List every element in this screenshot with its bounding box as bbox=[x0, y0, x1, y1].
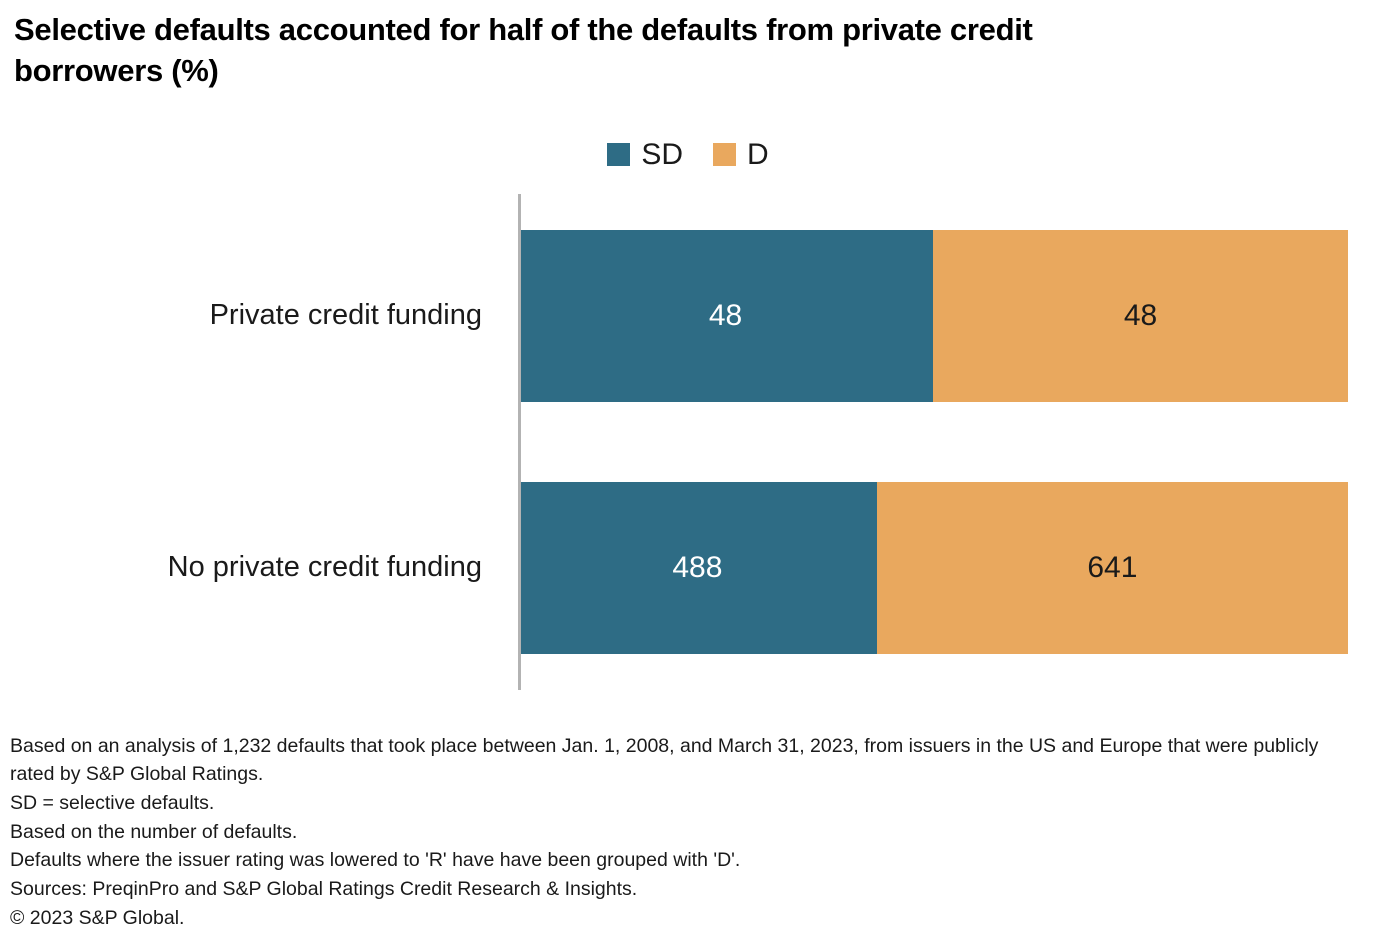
legend: SD D bbox=[0, 138, 1376, 172]
legend-item-sd: SD bbox=[607, 138, 683, 172]
footnote-r-rating: Defaults where the issuer rating was low… bbox=[10, 849, 741, 872]
legend-swatch-d bbox=[713, 143, 736, 167]
bar-segment-d: 48 bbox=[933, 229, 1348, 402]
footnotes: Based on an analysis of 1,232 defaults t… bbox=[10, 732, 1350, 933]
category-label: No private credit funding bbox=[167, 551, 482, 584]
legend-swatch-sd bbox=[607, 143, 631, 167]
chart-title: Selective defaults accounted for half of… bbox=[14, 12, 1033, 88]
stacked-bar: 48 48 bbox=[518, 229, 1348, 402]
footnote-analysis: Based on an analysis of 1,232 defaults t… bbox=[10, 734, 1319, 786]
footnote-copyright: © 2023 S&P Global. bbox=[10, 906, 185, 929]
legend-item-d: D bbox=[713, 138, 769, 172]
legend-label-d: D bbox=[747, 137, 769, 171]
category-label: Private credit funding bbox=[209, 299, 482, 332]
footnote-sd-definition: SD = selective defaults. bbox=[10, 792, 215, 815]
stacked-bar: 488 641 bbox=[518, 481, 1348, 654]
chart-row: Private credit funding 48 48 bbox=[0, 229, 1348, 402]
chart-row: No private credit funding 488 641 bbox=[0, 481, 1348, 654]
footnote-sources: Sources: PreqinPro and S&P Global Rating… bbox=[10, 878, 638, 901]
chart-rows: Private credit funding 48 48 No private cre… bbox=[0, 229, 1348, 654]
bar-segment-sd: 48 bbox=[518, 229, 933, 402]
y-axis-line bbox=[518, 193, 521, 690]
footnote-basis: Based on the number of defaults. bbox=[10, 820, 298, 843]
bar-segment-d: 641 bbox=[876, 481, 1348, 654]
legend-label-sd: SD bbox=[641, 137, 683, 171]
chart-area: Private credit funding 48 48 No private cre… bbox=[0, 193, 1348, 690]
bar-segment-sd: 488 bbox=[518, 481, 877, 654]
